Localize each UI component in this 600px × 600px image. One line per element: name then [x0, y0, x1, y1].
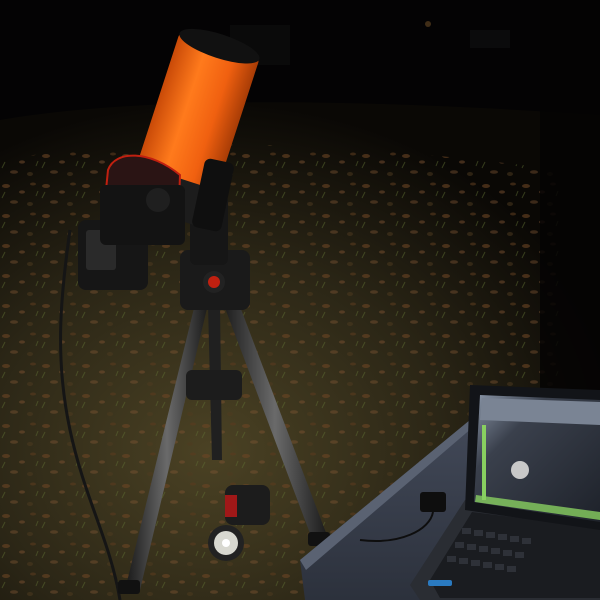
- screen-toolbar: [480, 398, 600, 425]
- flashlight: [208, 485, 270, 561]
- distant-object: [470, 30, 510, 48]
- laptop: [410, 385, 600, 600]
- adapter-cable: [359, 511, 434, 542]
- distant-light: [425, 21, 431, 27]
- telescope: [100, 28, 260, 245]
- tripod-foot-left: [118, 580, 140, 594]
- power-adapter: [420, 492, 446, 512]
- flashlight-red-band: [225, 495, 237, 517]
- laptop-status-light: [428, 580, 452, 586]
- screen-bottom-bar: [475, 495, 600, 520]
- laptop-screen: [474, 395, 600, 522]
- laptop-screen-moon: [511, 461, 529, 479]
- table-edge: [300, 420, 472, 570]
- camera-body: [100, 185, 185, 245]
- orange-telescope-tube: [135, 32, 259, 199]
- tube-front-cap: [179, 28, 260, 64]
- tripod: [118, 296, 330, 594]
- screen-panel-border: [482, 425, 486, 500]
- flashlight-led-center: [222, 539, 230, 547]
- tripod-leg-right: [222, 296, 328, 544]
- tripod-spreader: [186, 370, 242, 400]
- power-cable: [59, 229, 122, 600]
- eyepiece: [192, 158, 234, 232]
- keyboard-keys: [447, 528, 531, 572]
- focus-knob: [146, 188, 170, 212]
- mount-knob-accent: [208, 276, 220, 288]
